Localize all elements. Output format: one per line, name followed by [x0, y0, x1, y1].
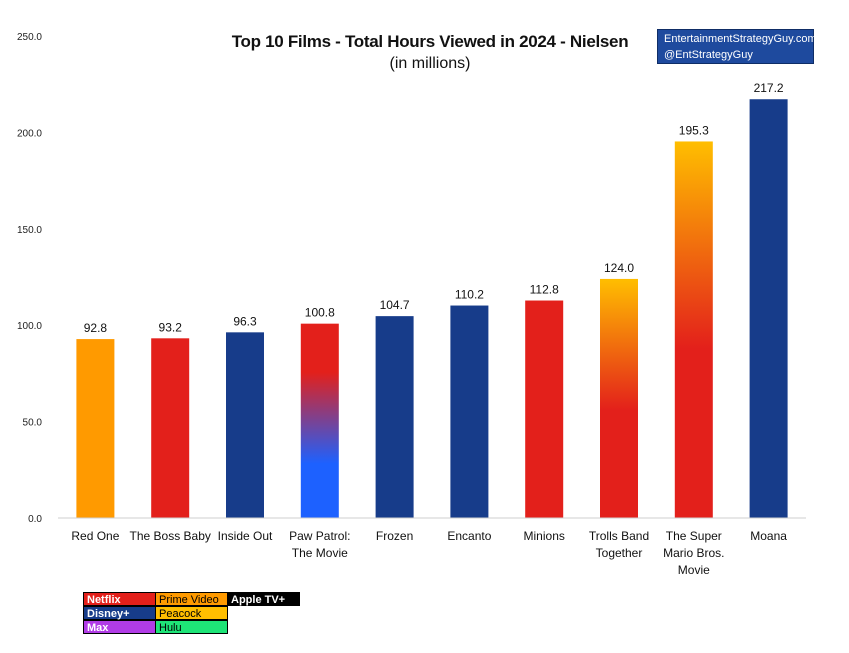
bar	[151, 338, 190, 518]
x-tick-label: Together	[596, 546, 643, 560]
x-tick-label: Encanto	[447, 529, 491, 543]
y-tick-label: 150.0	[17, 225, 42, 236]
y-tick-label: 100.0	[17, 321, 42, 332]
credit-website: EntertainmentStrategyGuy.com	[664, 33, 817, 45]
x-tick-label: Minions	[524, 529, 565, 543]
x-tick-label: Moana	[750, 529, 787, 543]
value-label: 93.2	[159, 320, 183, 334]
x-tick-label: Red One	[71, 529, 119, 543]
value-label: 96.3	[233, 314, 257, 328]
x-tick-label: The Boss Baby	[130, 529, 211, 543]
value-label: 92.8	[84, 321, 108, 335]
value-label: 217.2	[754, 81, 784, 95]
legend-disney-plus: Disney+	[83, 606, 156, 620]
x-axis: Red One The Boss Baby Inside Out Paw Patrol…	[58, 517, 806, 577]
bar	[749, 99, 788, 518]
bar	[674, 141, 713, 518]
bar	[450, 305, 489, 518]
y-tick-label: 200.0	[17, 128, 42, 139]
credit-handle: @EntStrategyGuy	[664, 49, 753, 61]
legend-max: Max	[83, 620, 156, 634]
legend-hulu: Hulu	[155, 620, 228, 634]
bars	[76, 99, 788, 518]
bar	[375, 316, 414, 518]
x-tick-label: Frozen	[376, 529, 413, 543]
legend-apple-tv: Apple TV+	[227, 592, 300, 606]
x-tick-label: The Movie	[292, 546, 348, 560]
bar	[600, 278, 638, 518]
y-tick-label: 250.0	[17, 32, 42, 43]
value-label: 195.3	[679, 123, 709, 137]
value-labels: 92.8 93.2 96.3 100.8 104.7 110.2 112.8 124.0 195…	[84, 81, 784, 335]
bar	[300, 323, 339, 518]
y-tick-label: 0.0	[28, 514, 42, 525]
y-axis: 0.0 50.0 100.0 150.0 200.0 250.0	[17, 32, 42, 525]
chart-subtitle: (in millions)	[389, 55, 471, 72]
value-label: 100.8	[305, 306, 335, 320]
bar	[76, 339, 115, 518]
value-label: 110.2	[455, 288, 484, 302]
value-label: 112.8	[530, 283, 559, 297]
x-tick-label: Trolls Band	[589, 529, 649, 543]
x-tick-label: Inside Out	[218, 529, 273, 543]
chart-title: Top 10 Films - Total Hours Viewed in 202…	[231, 32, 629, 51]
legend-netflix: Netflix	[83, 592, 156, 606]
x-tick-label: The Super	[666, 529, 722, 543]
x-tick-label: Mario Bros.	[663, 546, 724, 560]
x-tick-label: Movie	[678, 563, 710, 577]
value-label: 104.7	[380, 298, 410, 312]
x-tick-label: Paw Patrol:	[289, 529, 350, 543]
credit-box: EntertainmentStrategyGuy.com @EntStrateg…	[657, 29, 817, 64]
legend-peacock: Peacock	[155, 606, 228, 620]
bar	[525, 300, 564, 518]
value-label: 124.0	[604, 261, 634, 275]
y-tick-label: 50.0	[23, 418, 43, 429]
bar	[226, 332, 264, 518]
legend-prime-video: Prime Video	[155, 592, 228, 606]
